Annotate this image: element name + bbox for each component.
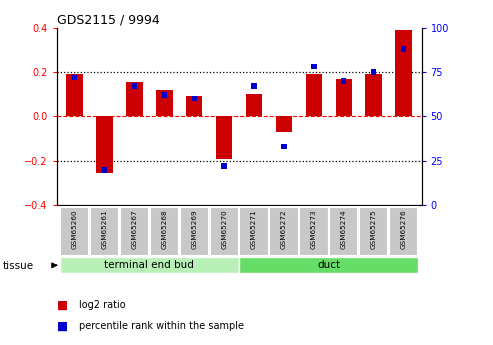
Bar: [276, 116, 292, 132]
Text: GSM65269: GSM65269: [191, 209, 197, 249]
Text: GSM65272: GSM65272: [281, 209, 287, 249]
Bar: [269, 207, 299, 256]
Bar: [96, 116, 113, 173]
Bar: [192, 96, 197, 101]
Bar: [311, 64, 317, 69]
Text: percentile rank within the sample: percentile rank within the sample: [79, 321, 244, 331]
Text: GSM65260: GSM65260: [71, 209, 77, 249]
Text: GSM65275: GSM65275: [371, 209, 377, 249]
Bar: [336, 79, 352, 116]
Bar: [120, 207, 149, 256]
Bar: [221, 164, 227, 169]
Text: ■: ■: [57, 319, 68, 333]
Bar: [90, 207, 119, 256]
Bar: [240, 207, 269, 256]
Text: GSM65267: GSM65267: [132, 209, 138, 249]
Text: GSM65261: GSM65261: [102, 209, 107, 249]
Text: tissue: tissue: [2, 262, 34, 271]
Bar: [395, 30, 412, 116]
Bar: [60, 257, 239, 273]
Bar: [329, 207, 358, 256]
Bar: [102, 167, 107, 172]
Text: GDS2115 / 9994: GDS2115 / 9994: [57, 13, 159, 27]
Bar: [210, 207, 239, 256]
Bar: [179, 207, 209, 256]
Text: ■: ■: [57, 299, 68, 312]
Bar: [67, 74, 83, 116]
Bar: [371, 69, 376, 75]
Bar: [389, 207, 418, 256]
Bar: [306, 74, 322, 116]
Bar: [162, 92, 167, 98]
Text: GSM65273: GSM65273: [311, 209, 317, 249]
Bar: [72, 75, 77, 80]
Bar: [282, 144, 286, 149]
Bar: [299, 207, 328, 256]
Bar: [246, 94, 262, 116]
Bar: [341, 78, 347, 84]
Text: GSM65276: GSM65276: [401, 209, 407, 249]
Bar: [240, 257, 418, 273]
Text: terminal end bud: terminal end bud: [105, 260, 194, 270]
Bar: [132, 83, 137, 89]
Bar: [251, 83, 257, 89]
Text: duct: duct: [317, 260, 340, 270]
Bar: [156, 90, 173, 116]
Text: GSM65268: GSM65268: [161, 209, 167, 249]
Bar: [365, 74, 382, 116]
Text: GSM65271: GSM65271: [251, 209, 257, 249]
Text: GSM65270: GSM65270: [221, 209, 227, 249]
Bar: [186, 97, 203, 116]
Text: GSM65274: GSM65274: [341, 209, 347, 249]
Bar: [126, 82, 142, 116]
Text: log2 ratio: log2 ratio: [79, 300, 126, 310]
Bar: [60, 207, 89, 256]
Bar: [216, 116, 232, 159]
Bar: [401, 46, 406, 52]
Bar: [150, 207, 179, 256]
Bar: [359, 207, 388, 256]
